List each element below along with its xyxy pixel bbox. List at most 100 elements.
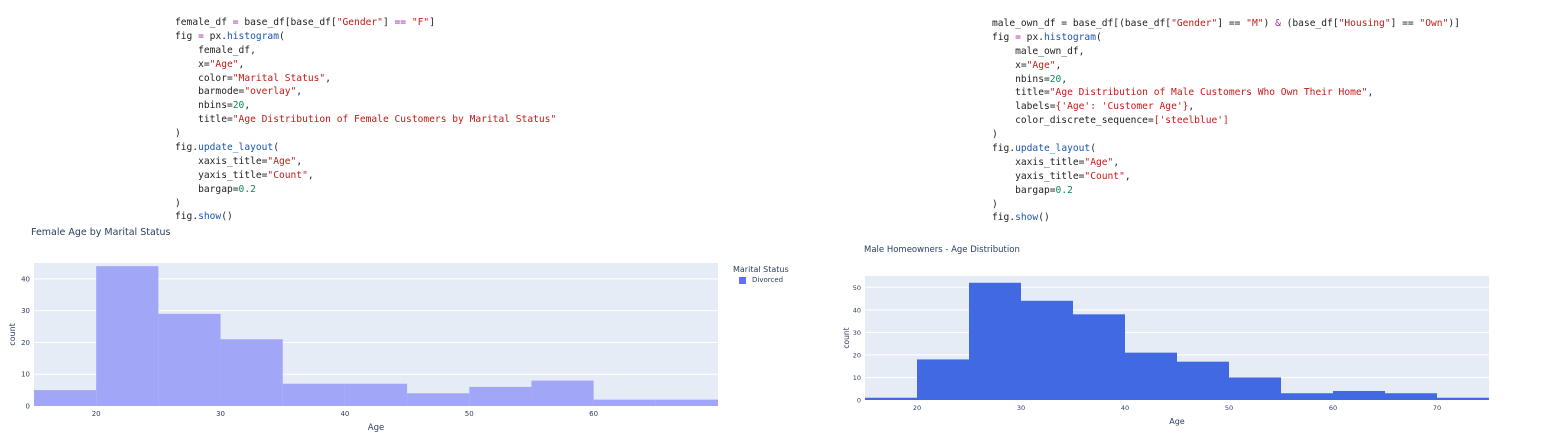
code-token: fig xyxy=(175,30,199,42)
histogram-bar xyxy=(969,282,1021,400)
code-token: barmode= xyxy=(175,86,245,98)
code-token: , xyxy=(296,155,303,167)
code-token: "overlay" xyxy=(244,86,297,98)
left-code-line: color="Marital Status", xyxy=(175,72,556,86)
code-token: fig. xyxy=(175,142,199,154)
histogram-bar xyxy=(96,266,159,406)
x-tick-label: 70 xyxy=(1433,404,1441,412)
code-token: "Age" xyxy=(267,155,297,167)
code-token: nbins= xyxy=(992,73,1050,85)
code-token: update_layout xyxy=(198,142,274,154)
x-tick-label: 30 xyxy=(1017,404,1025,412)
code-token: fig. xyxy=(992,143,1016,155)
code-token: "Count" xyxy=(1084,170,1125,182)
code-token: , xyxy=(307,169,314,181)
left-code-line: xaxis_title="Age", xyxy=(175,155,556,169)
histogram-bar xyxy=(1229,377,1281,400)
x-tick-label: 50 xyxy=(465,410,474,418)
left-code-line: ) xyxy=(175,197,556,211)
code-token: , xyxy=(1113,156,1120,168)
code-token: bargap= xyxy=(992,184,1056,196)
code-token: male_own_df = base_df[(base_df[ xyxy=(992,18,1172,29)
right-code-line: fig.update_layout( xyxy=(992,142,1460,156)
code-token: yaxis_title= xyxy=(175,169,268,181)
right-code-line: bargap=0.2 xyxy=(992,184,1460,198)
histogram-bar xyxy=(1125,352,1177,400)
left-code-line: female_df = base_df[base_df["Gender"] ==… xyxy=(175,16,556,30)
histogram-bar xyxy=(1385,393,1437,400)
code-token: base_df[base_df[ xyxy=(244,17,337,28)
histogram-bar xyxy=(1073,314,1125,400)
left-code-line: ) xyxy=(175,127,556,141)
x-tick-label: 40 xyxy=(340,410,349,418)
histogram-bar xyxy=(407,393,470,406)
code-token: "Age Distribution of Male Customers Who … xyxy=(1049,87,1368,99)
code-token: px. xyxy=(203,30,227,42)
y-axis-label: count xyxy=(842,327,851,348)
y-tick-label: 10 xyxy=(853,374,861,382)
code-token: , xyxy=(1124,170,1131,182)
left-code-line: bargap=0.2 xyxy=(175,183,556,197)
code-token: , xyxy=(296,86,303,98)
right-code-line: yaxis_title="Count", xyxy=(992,170,1460,184)
histogram-bar xyxy=(1021,300,1073,400)
code-token: 0.2 xyxy=(238,183,256,195)
y-tick-label: 50 xyxy=(853,284,861,292)
right-code-line: male_own_df, xyxy=(992,45,1460,59)
right-code-line: xaxis_title="Age", xyxy=(992,156,1460,170)
y-tick-label: 30 xyxy=(21,307,30,315)
y-axis-label: count xyxy=(8,323,17,346)
code-token: & xyxy=(1275,18,1281,29)
histogram-bar xyxy=(158,313,221,406)
legend-item-divorced[interactable]: Divorced xyxy=(739,276,783,284)
left-code-line: fig = px.histogram( xyxy=(175,30,556,44)
code-token: title= xyxy=(175,114,233,126)
code-token: "Age" xyxy=(209,58,239,70)
code-token: "F" xyxy=(411,17,430,28)
code-token: , xyxy=(1055,59,1062,71)
code-token: male_own_df, xyxy=(992,45,1085,57)
code-token: {'Age': 'Customer Age'} xyxy=(1055,101,1189,113)
code-token: "Gender" xyxy=(336,17,383,28)
left-histogram-chart: 0 10 20 30 40 20 30 40 50 60 Age count xyxy=(8,263,718,433)
code-token: yaxis_title= xyxy=(992,170,1085,182)
code-token: female_df, xyxy=(175,44,256,56)
left-code-line: fig.update_layout( xyxy=(175,141,556,155)
code-token: ] == xyxy=(1217,18,1247,29)
code-token: () xyxy=(1038,212,1050,224)
code-token: ( xyxy=(1090,143,1096,155)
code-token: ( xyxy=(273,142,279,154)
code-token: fig xyxy=(992,31,1016,43)
code-token: color_discrete_sequence= xyxy=(992,115,1154,127)
y-tick-label: 0 xyxy=(26,403,30,411)
x-tick-label: 60 xyxy=(589,410,598,418)
right-code-line: nbins=20, xyxy=(992,73,1460,87)
code-token: 0.2 xyxy=(1055,184,1073,196)
code-token: histogram xyxy=(227,30,279,42)
right-histogram-chart: 0 10 20 30 40 50 20 30 40 50 60 70 Age count xyxy=(842,276,1489,426)
code-token: = xyxy=(226,17,245,28)
left-code-block: female_df = base_df[base_df["Gender"] ==… xyxy=(175,16,556,224)
code-token: , xyxy=(325,72,331,84)
code-token: xaxis_title= xyxy=(992,156,1085,168)
code-token: ) xyxy=(175,128,181,140)
code-token: px. xyxy=(1020,31,1044,43)
right-code-line: fig = px.histogram( xyxy=(992,31,1460,45)
right-code-line: fig.show() xyxy=(992,211,1460,225)
code-token: ['steelblue'] xyxy=(1153,115,1229,127)
code-token: "Age" xyxy=(1084,156,1114,168)
right-code-line: ) xyxy=(992,128,1460,142)
x-tick-label: 50 xyxy=(1225,404,1233,412)
code-token: = xyxy=(1015,31,1021,43)
histogram-bar xyxy=(282,383,345,406)
code-token: update_layout xyxy=(1015,143,1091,155)
code-token: nbins= xyxy=(175,100,233,112)
code-token: , xyxy=(1188,101,1195,113)
right-code-line: color_discrete_sequence=['steelblue'] xyxy=(992,114,1460,128)
histogram-bar xyxy=(344,383,408,406)
code-token: "Own" xyxy=(1419,18,1449,29)
code-token: "Gender" xyxy=(1171,18,1218,29)
code-token: , xyxy=(1061,73,1068,85)
code-token: x= xyxy=(175,58,210,70)
left-code-line: nbins=20, xyxy=(175,99,556,113)
